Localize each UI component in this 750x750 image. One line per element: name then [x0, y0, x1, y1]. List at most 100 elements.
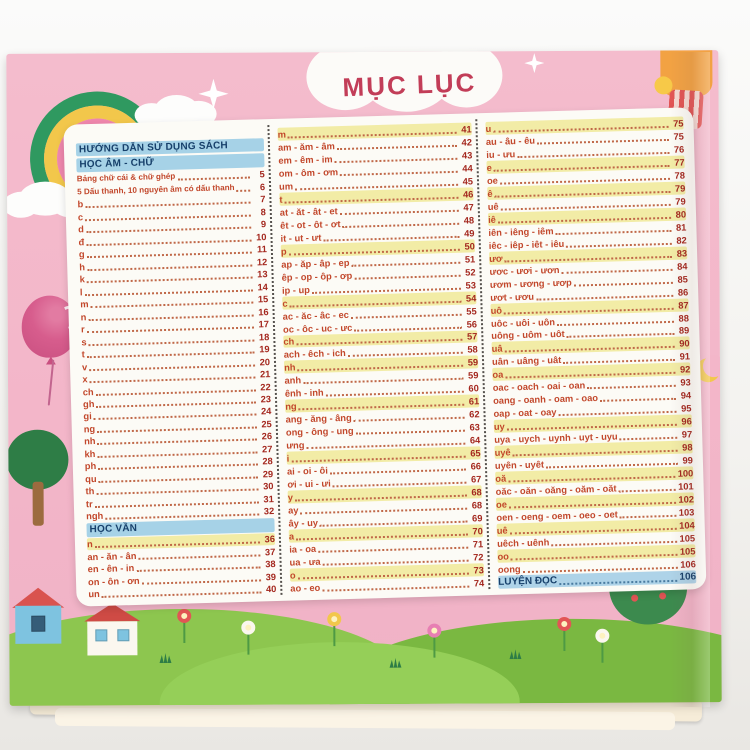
- flower-icon: [327, 612, 342, 648]
- flower-icon: [427, 623, 442, 660]
- toc-entry-page-number: 32: [263, 506, 275, 517]
- toc-entry-label: oă: [495, 473, 507, 484]
- dotted-leader: [559, 579, 678, 585]
- cloud-icon: [18, 181, 72, 216]
- toc-entry-page-number: 90: [679, 338, 690, 350]
- toc-entry-page-number: 39: [265, 571, 277, 582]
- toc-entry-label: ng: [83, 423, 96, 435]
- toc-entry-page-number: 38: [265, 559, 276, 570]
- toc-entry-page-number: 70: [472, 526, 483, 537]
- toc-entry-label: c: [77, 211, 84, 223]
- dotted-leader: [236, 189, 251, 192]
- house-icon: [12, 582, 67, 644]
- toc-entry-page-number: 106: [680, 559, 696, 570]
- toc-entry-label: anh: [284, 375, 302, 387]
- toc-entry-label: u: [485, 123, 492, 134]
- toc-entry-label: m: [80, 299, 89, 310]
- toc-entry-page-number: 72: [473, 552, 484, 563]
- toc-entry-label: uâ: [491, 344, 503, 355]
- toc-column-left: HƯỚNG DẪN SỬ DỤNG SÁCH HỌC ÂM - CHỮ Bảng c…: [71, 125, 280, 600]
- toc-entry-page-number: 103: [678, 507, 695, 518]
- tree-icon: [6, 429, 73, 540]
- dotted-leader: [322, 585, 470, 592]
- toc-entry-page-number: 58: [467, 344, 478, 356]
- toc-entry-page-number: 51: [464, 253, 476, 265]
- toc-entry-page-number: 68: [471, 487, 482, 498]
- toc-column-middle: m 41 am - ăm - âm 42 em - êm - im 43 om - ôm -…: [267, 119, 489, 595]
- toc-entry-label: nh: [84, 436, 96, 447]
- toc-entry-label: iu - ưu: [486, 149, 516, 160]
- flower-icon: [595, 628, 610, 665]
- toc-entry-page-number: 19: [259, 344, 270, 355]
- toc-entry-page-number: 75: [673, 118, 684, 129]
- toc-panel: HƯỚNG DẪN SỬ DỤNG SÁCH HỌC ÂM - CHỮ Bảng c…: [63, 107, 707, 607]
- toc-entry-page-number: 102: [678, 494, 695, 505]
- toc-entry-page-number: 69: [471, 513, 483, 524]
- toc-entry-label: oo: [497, 551, 510, 562]
- toc-entry-label: đ: [78, 236, 85, 248]
- toc-entry-label: p: [280, 246, 287, 257]
- toc-entry-label: ch: [283, 336, 295, 348]
- toc-entry-page-number: 66: [470, 461, 482, 472]
- toc-entry-page-number: 105: [679, 533, 696, 544]
- toc-entry-label: gh: [82, 399, 95, 410]
- toc-entry-page-number: 47: [463, 202, 474, 213]
- section-header-label: HỌC ÂM - CHỮ: [79, 157, 155, 171]
- toc-entry-label: n: [86, 539, 93, 550]
- toc-entry-page-number: 68: [471, 500, 483, 511]
- toc-entry-page-number: 62: [469, 409, 480, 420]
- toc-entry-page-number: 80: [675, 209, 687, 220]
- toc-entry-label: ip - up: [281, 284, 311, 296]
- toc-entry-page-number: 81: [675, 222, 687, 233]
- toc-entry-label: uy: [493, 421, 505, 433]
- toc-entry-page-number: 93: [680, 377, 691, 388]
- toc-entry-page-number: 5: [259, 169, 265, 180]
- toc-entry-label: x: [82, 374, 88, 385]
- toc-entry-label: uyê: [494, 447, 511, 459]
- toc-entry-page-number: 15: [257, 294, 269, 305]
- toc-entry-label: it - ut - ưt: [280, 232, 322, 244]
- toc-entry-page-number: 78: [674, 170, 686, 181]
- toc-entry-page-number: 84: [676, 261, 688, 272]
- toc-entry-page-number: 37: [264, 546, 276, 558]
- toc-entry-page-number: 12: [256, 256, 268, 268]
- toc-entry-page-number: 48: [463, 215, 475, 226]
- toc-entry-page-number: 54: [465, 292, 477, 304]
- toc-entry-label: y: [287, 492, 294, 503]
- toc-entry-page-number: 9: [260, 219, 267, 230]
- toc-entry-label: m: [277, 129, 287, 140]
- toc-entry-page-number: 100: [677, 468, 694, 479]
- toc-entry-page-number: 14: [257, 281, 269, 293]
- toc-entry-label: ng: [285, 401, 297, 413]
- toc-entry-page-number: 45: [462, 176, 474, 187]
- toc-entry-page-number: 57: [466, 331, 478, 343]
- toc-entry-label: r: [80, 324, 85, 335]
- toc-entry-page-number: 86: [677, 286, 689, 298]
- toc-entry-page-number: 65: [470, 448, 481, 459]
- section-header-label: HƯỚNG DẪN SỬ DỤNG SÁCH: [78, 139, 229, 156]
- toc-entry-label: c: [282, 298, 288, 309]
- toc-entry-label: ươ: [489, 253, 503, 264]
- toc-entry-label: h: [79, 261, 86, 273]
- toc-entry-page-number: 50: [464, 241, 475, 252]
- toc-entry-page-number: 29: [262, 468, 274, 480]
- toc-entry-page-number: 10: [256, 231, 267, 243]
- dotted-leader: [101, 591, 262, 599]
- toc-entry-page-number: 8: [260, 206, 266, 218]
- toc-entry-page-number: 105: [679, 546, 696, 557]
- sparkle-star-icon: [524, 53, 544, 73]
- toc-entry-page-number: 64: [469, 435, 481, 446]
- toc-entry-page-number: 85: [677, 273, 688, 285]
- toc-entry-label: ươt - ươu: [490, 291, 535, 303]
- toc-entry-page-number: 59: [467, 370, 479, 381]
- toc-entry-label: ph: [84, 461, 97, 472]
- toc-entry-page-number: 76: [673, 144, 685, 155]
- toc-entry-page-number: 46: [462, 189, 474, 200]
- toc-entry-page-number: 22: [260, 381, 271, 392]
- toc-entry-page-number: 89: [678, 325, 690, 337]
- toc-entry-label: d: [78, 224, 85, 235]
- toc-entry-label: o: [289, 570, 296, 581]
- toc-entry-label: ênh - inh: [284, 387, 324, 400]
- flower-icon: [177, 608, 192, 645]
- toc-entry-page-number: 11: [256, 244, 267, 255]
